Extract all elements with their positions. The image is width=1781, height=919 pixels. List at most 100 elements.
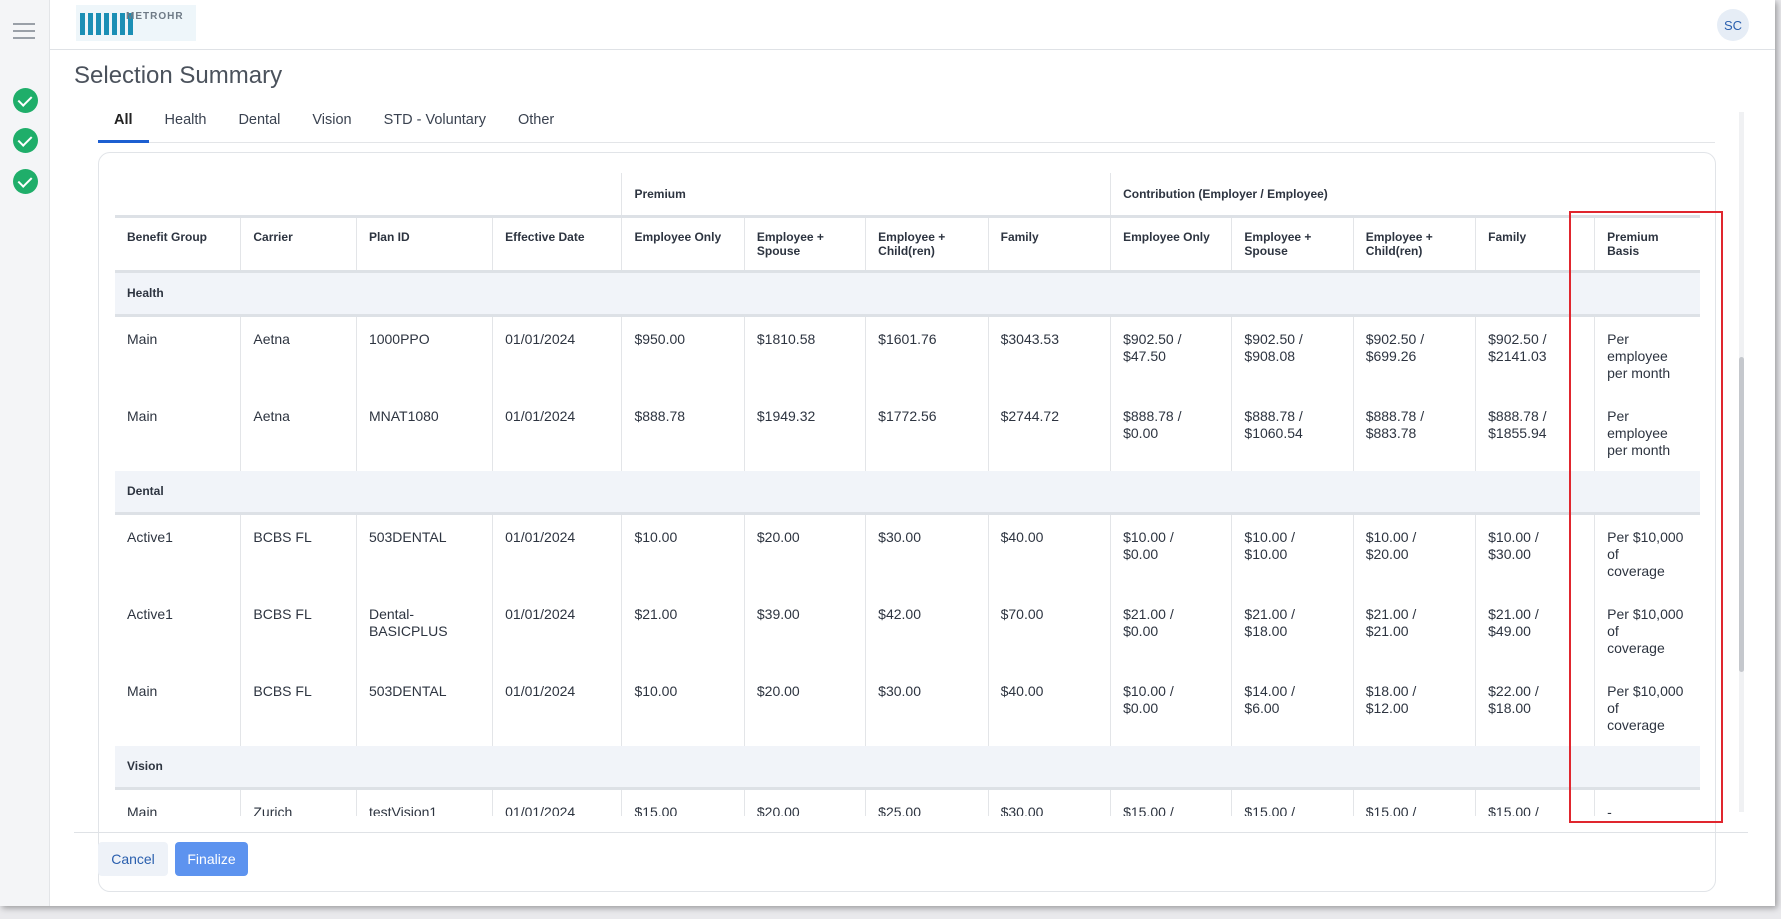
logo[interactable]: METROHR bbox=[76, 5, 196, 41]
group-header: Contribution (Employer / Employee) bbox=[1110, 173, 1595, 218]
table-cell: BCBS FL bbox=[240, 513, 357, 592]
table-cell: $902.50 / $47.50 bbox=[1110, 315, 1232, 394]
table-cell: Main bbox=[127, 682, 158, 699]
table-cell: 1000PPO bbox=[355, 315, 493, 394]
scrollbar bbox=[1739, 112, 1744, 812]
table-cell: $22.00 / $18.00 bbox=[1475, 668, 1595, 746]
tab[interactable]: Other bbox=[517, 112, 555, 128]
table-cell: 503DENTAL bbox=[355, 513, 493, 592]
section-row: Health bbox=[115, 271, 1700, 317]
table-card bbox=[98, 152, 1716, 892]
scrollbar-thumb[interactable] bbox=[1739, 357, 1744, 672]
table-cell: 01/01/2024 bbox=[492, 668, 622, 746]
table-cell: Active1 bbox=[127, 528, 173, 545]
section-title: Health bbox=[115, 271, 1700, 317]
section-row: Vision bbox=[115, 745, 1700, 790]
table-cell: $10.00 / $0.00 bbox=[1110, 513, 1232, 592]
section-title: Vision bbox=[115, 745, 1700, 790]
header-cell bbox=[1594, 173, 1700, 218]
table-cell: $888.78 / $1060.54 bbox=[1231, 393, 1354, 471]
table-cell: $1772.56 bbox=[865, 393, 989, 471]
table-cell: 01/01/2024 bbox=[492, 315, 622, 394]
menu-icon[interactable] bbox=[13, 23, 35, 25]
table-cell: Per $10,000 of coverage bbox=[1594, 513, 1700, 592]
finalize-button[interactable]: Finalize bbox=[175, 842, 248, 876]
table-cell: $21.00 / $21.00 bbox=[1352, 591, 1476, 669]
table-cell: Main bbox=[127, 330, 158, 347]
table-row: Main Aetna 1000PPO 01/01/2024 $950.00 $1810.5… bbox=[115, 315, 1700, 394]
sidebar bbox=[0, 0, 50, 906]
table-cell: $21.00 bbox=[621, 591, 745, 669]
group-header-row: Premium Contribution (Employer / Employee… bbox=[115, 173, 1700, 218]
table-cell: Main bbox=[127, 803, 158, 817]
table-cell: 01/01/2024 bbox=[492, 591, 622, 669]
column-header: Premium Basis bbox=[1594, 216, 1700, 273]
table-scroll: Premium Contribution (Employer / Employee… bbox=[115, 173, 1700, 816]
cancel-button[interactable]: Cancel bbox=[98, 842, 168, 876]
table-cell: $888.78 / $1855.94 bbox=[1475, 393, 1595, 471]
column-header: Employee + Spouse bbox=[743, 216, 866, 273]
column-header: Employee + Spouse bbox=[1231, 216, 1354, 273]
table-cell: 01/01/2024 bbox=[492, 513, 622, 592]
table-cell: $950.00 bbox=[621, 315, 745, 394]
logo-text: METROHR bbox=[126, 11, 184, 22]
table-cell: 503DENTAL bbox=[355, 668, 493, 746]
menu-icon[interactable] bbox=[13, 30, 35, 32]
table-row: Active1 BCBS FL 503DENTAL 01/01/2024 $10.00 $… bbox=[115, 513, 1700, 592]
tabs: All Health Dental Vision STD - Voluntary Othe… bbox=[98, 108, 1715, 143]
logo-graphic bbox=[80, 13, 136, 35]
table-cell: $20.00 bbox=[743, 788, 866, 816]
column-header: Plan ID bbox=[355, 216, 493, 273]
table-cell: Zurich bbox=[240, 788, 357, 816]
table-cell: $30.00 bbox=[987, 788, 1111, 816]
table-cell: $15.00 / $0.00 bbox=[1110, 788, 1232, 816]
table-cell: $21.00 / $18.00 bbox=[1231, 591, 1354, 669]
header-cell bbox=[115, 173, 622, 218]
top-bar: METROHR SC bbox=[50, 0, 1775, 50]
column-header: Family bbox=[1475, 216, 1595, 273]
table-cell: $10.00 / $0.00 bbox=[1110, 668, 1232, 746]
table-cell: $902.50 / $908.08 bbox=[1231, 315, 1354, 394]
section-title: Dental bbox=[115, 470, 1700, 515]
table-cell: Dental- BASICPLUS bbox=[355, 591, 493, 669]
footer-divider bbox=[74, 832, 1748, 833]
table-cell: $1601.76 bbox=[865, 315, 989, 394]
table-cell: $20.00 bbox=[743, 668, 866, 746]
column-header: Effective Date bbox=[492, 216, 622, 273]
step-complete bbox=[13, 128, 38, 153]
table-cell: BCBS FL bbox=[240, 668, 357, 746]
table-cell: $15.00 / $15.00 bbox=[1475, 788, 1595, 816]
table-cell: $21.00 / $49.00 bbox=[1475, 591, 1595, 669]
table-cell: $1949.32 bbox=[743, 393, 866, 471]
highlight-box bbox=[1569, 211, 1723, 823]
section-row: Dental bbox=[115, 470, 1700, 515]
table-cell: $25.00 bbox=[865, 788, 989, 816]
table-cell: - bbox=[1594, 788, 1700, 816]
table-cell: $15.00 bbox=[621, 788, 745, 816]
table-cell: $888.78 / $883.78 bbox=[1352, 393, 1476, 471]
step-complete bbox=[13, 88, 38, 113]
menu-icon[interactable] bbox=[13, 37, 35, 39]
table-cell: Active1 bbox=[127, 605, 173, 622]
table-cell: testVision1 bbox=[355, 788, 493, 816]
column-header: Employee + Child(ren) bbox=[865, 216, 989, 273]
column-header: Benefit Group bbox=[115, 216, 241, 273]
summary-table: Premium Contribution (Employer / Employee… bbox=[115, 173, 1700, 816]
tab[interactable]: STD - Voluntary bbox=[383, 112, 486, 128]
table-cell: 01/01/2024 bbox=[492, 788, 622, 816]
tab[interactable]: Vision bbox=[312, 112, 352, 128]
table-cell: $10.00 bbox=[621, 513, 745, 592]
table-cell: $888.78 / $0.00 bbox=[1110, 393, 1232, 471]
table-cell: Per employee per month bbox=[1594, 393, 1700, 471]
column-header: Family bbox=[987, 216, 1111, 273]
tab[interactable]: Dental bbox=[238, 112, 281, 128]
table-cell: $10.00 / $10.00 bbox=[1231, 513, 1354, 592]
table-cell: $15.00 / $5.00 bbox=[1231, 788, 1354, 816]
tab[interactable]: Health bbox=[164, 112, 207, 128]
tab[interactable]: All bbox=[98, 108, 149, 143]
avatar[interactable]: SC bbox=[1717, 9, 1749, 41]
column-header: Employee + Child(ren) bbox=[1352, 216, 1476, 273]
table-cell: Main bbox=[127, 407, 158, 424]
